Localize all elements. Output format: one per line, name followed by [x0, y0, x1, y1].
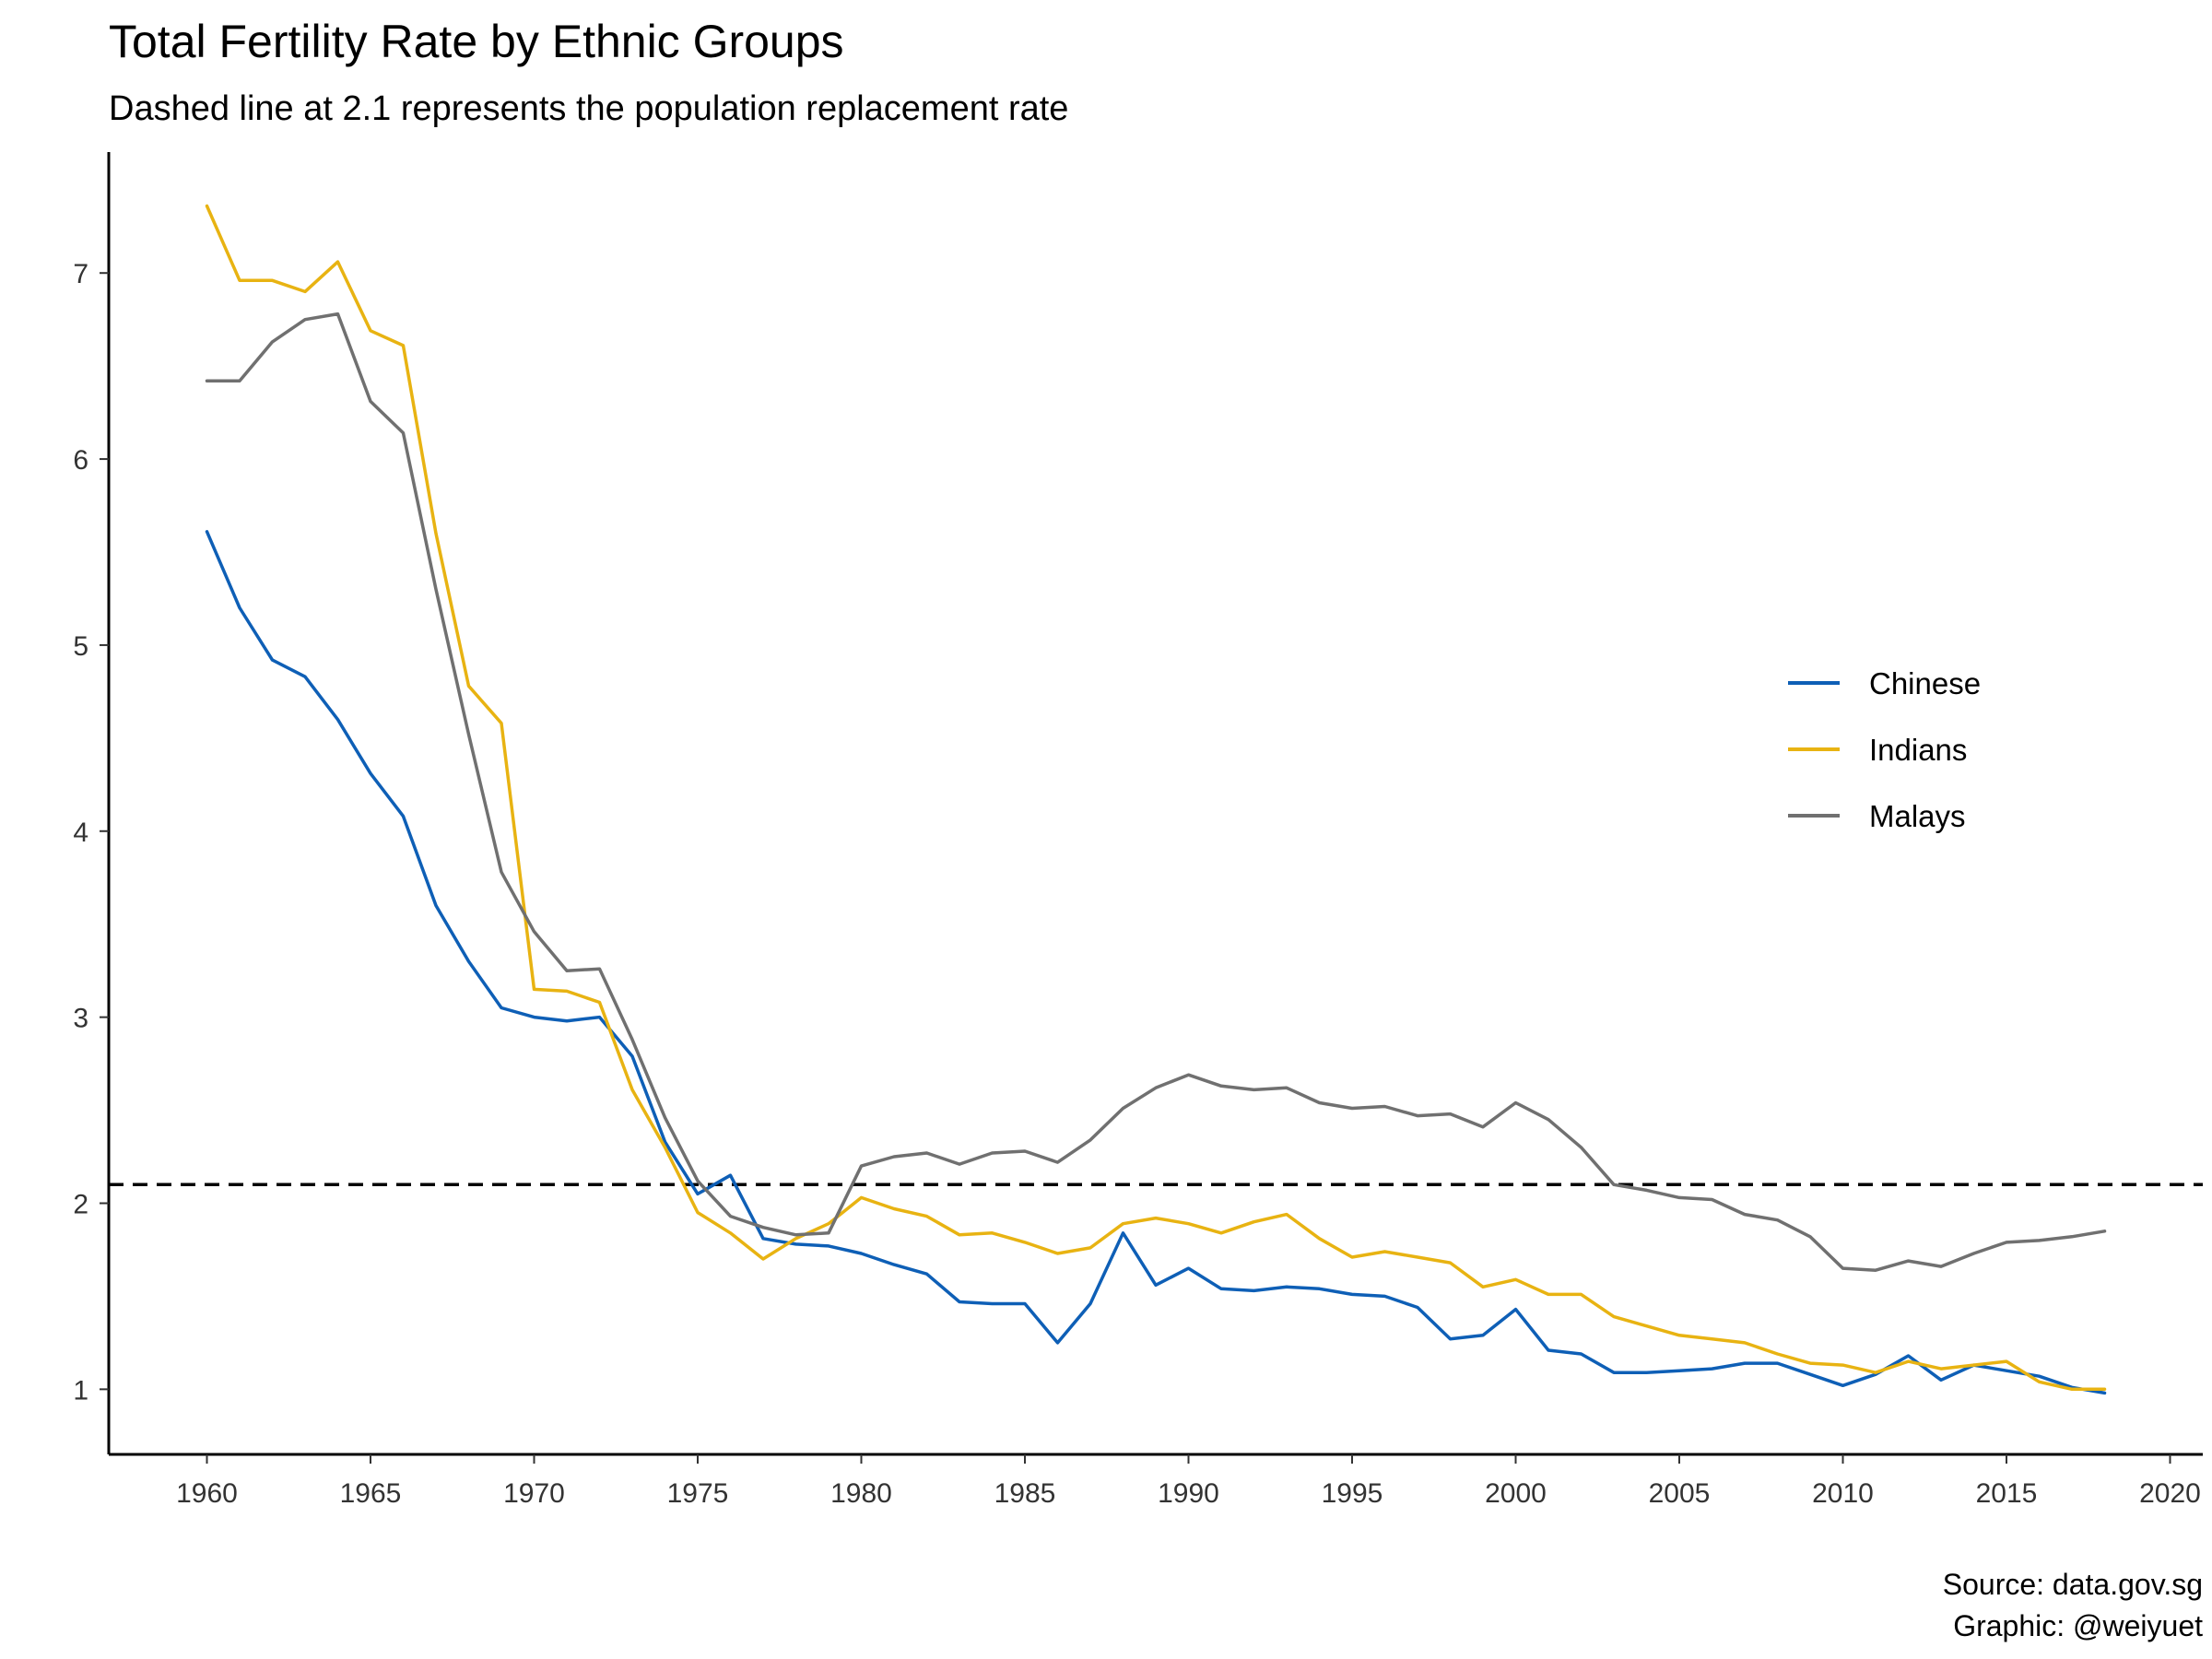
chart-subtitle: Dashed line at 2.1 represents the popula… — [109, 89, 1068, 128]
chart-title: Total Fertility Rate by Ethnic Groups — [109, 16, 844, 67]
x-tick-label: 1975 — [667, 1478, 729, 1509]
x-tick-label: 1990 — [1158, 1478, 1219, 1509]
x-tick-label: 2015 — [1976, 1478, 2038, 1509]
series-line-chinese — [205, 530, 2107, 1395]
x-tick-label: 1985 — [994, 1478, 1056, 1509]
caption-graphic: Graphic: @weiyuet — [1953, 1609, 2203, 1642]
caption-source: Source: data.gov.sg — [1943, 1568, 2203, 1601]
x-tick-label: 1970 — [503, 1478, 565, 1509]
y-tick-label: 1 — [73, 1375, 88, 1406]
x-tick-label: 1995 — [1322, 1478, 1383, 1509]
x-tick-label: 2000 — [1485, 1478, 1547, 1509]
series-line-malays — [205, 312, 2107, 1272]
legend-label-chinese: Chinese — [1869, 666, 1981, 700]
x-tick-label: 1960 — [176, 1478, 238, 1509]
x-tick-label: 2005 — [1649, 1478, 1711, 1509]
x-tick-label: 2020 — [2139, 1478, 2201, 1509]
y-tick-label: 6 — [73, 445, 88, 476]
x-tick-label: 1980 — [830, 1478, 892, 1509]
y-tick-label: 5 — [73, 631, 88, 662]
legend-label-indians: Indians — [1869, 733, 1967, 767]
plot-area: 1 2 3 4 5 6 7 1960 1965 1970 1975 1980 1985 1990 1995 2… — [73, 152, 2203, 1509]
x-tick-label: 1965 — [340, 1478, 402, 1509]
x-tick-label: 2010 — [1812, 1478, 1874, 1509]
y-tick-label: 3 — [73, 1004, 88, 1034]
legend: Chinese Indians Malays — [1788, 666, 1981, 833]
legend-label-malays: Malays — [1869, 799, 1966, 833]
series-line-indians — [205, 204, 2107, 1392]
y-tick-label: 4 — [73, 818, 88, 848]
y-tick-label: 7 — [73, 259, 88, 289]
y-tick-label: 2 — [73, 1189, 88, 1219]
